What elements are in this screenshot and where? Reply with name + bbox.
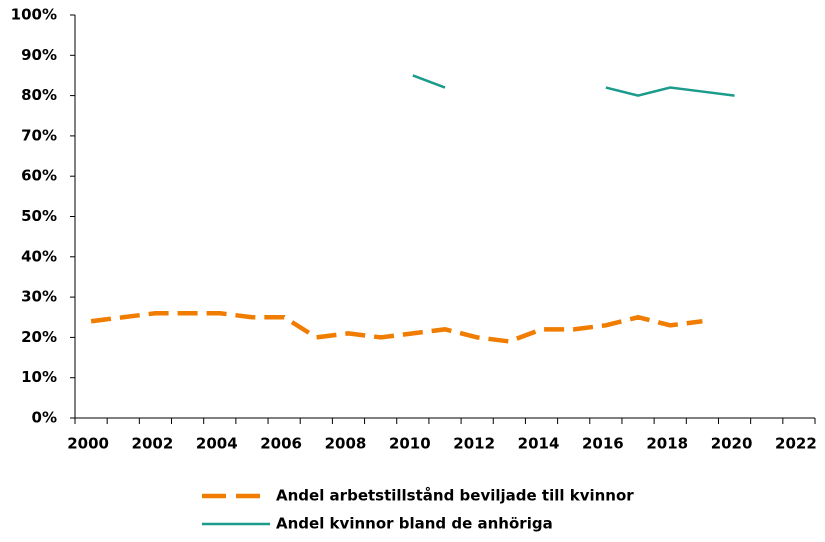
y-tick-label: 0% (32, 409, 57, 427)
x-tick-label: 2006 (260, 435, 302, 453)
x-tick-label: 2016 (582, 435, 624, 453)
y-tick-label: 100% (11, 6, 57, 24)
series-line (412, 74, 735, 97)
x-tick-label: 2002 (132, 435, 174, 453)
y-tick-label: 90% (21, 46, 57, 64)
y-tick-label: 10% (21, 368, 57, 386)
y-tick-label: 80% (21, 86, 57, 104)
y-tick-label: 60% (21, 167, 57, 185)
y-tick-label: 30% (21, 288, 57, 306)
x-tick-label: 2018 (646, 435, 688, 453)
x-tick-label: 2020 (711, 435, 753, 453)
y-tick-label: 20% (21, 328, 57, 346)
x-tick-label: 2014 (518, 435, 560, 453)
x-tick-label: 2008 (325, 435, 367, 453)
x-tick-label: 2000 (67, 435, 109, 453)
legend-label: Andel arbetstillstånd beviljade till kvi… (276, 487, 634, 505)
legend-label: Andel kvinnor bland de anhöriga (276, 515, 553, 533)
x-tick-label: 2012 (453, 435, 495, 453)
x-tick-label: 2022 (775, 435, 817, 453)
x-tick-label: 2010 (389, 435, 431, 453)
y-tick-label: 70% (21, 126, 57, 144)
y-tick-label: 40% (21, 247, 57, 265)
y-tick-label: 50% (21, 207, 57, 225)
x-tick-label: 2004 (196, 435, 238, 453)
series-line (90, 310, 703, 344)
